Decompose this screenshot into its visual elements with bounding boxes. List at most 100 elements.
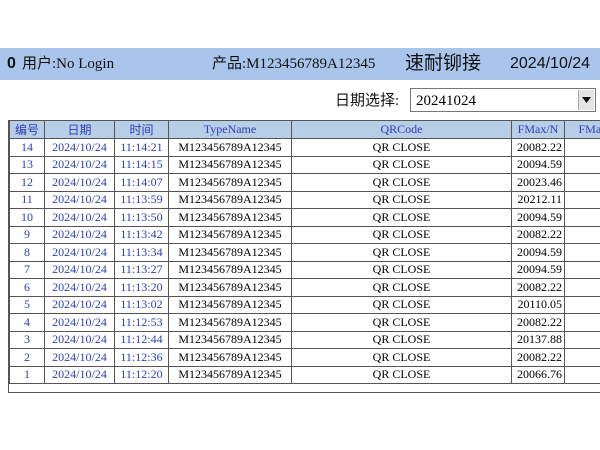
table-cell: 11:13:27 <box>114 260 169 279</box>
column-header: 日期 <box>44 120 115 139</box>
header-bar: 0 用户:No Login 产品:M123456789A12345 速耐铆接 2… <box>0 48 600 80</box>
dropdown-arrow[interactable] <box>578 90 594 110</box>
product: 产品:M123456789A12345 <box>212 56 376 72</box>
table-cell: QR CLOSE <box>291 348 512 367</box>
table-cell: QR CLOSE <box>291 225 512 244</box>
table-cell: 20082.22 <box>511 348 565 367</box>
date-picker-value: 20241024 <box>416 93 476 109</box>
table-cell: 6.98 <box>564 208 600 227</box>
table-cell: M123456789A12345 <box>168 348 292 367</box>
table-cell: 2024/10/24 <box>44 138 115 157</box>
table-cell: 11:12:36 <box>114 348 169 367</box>
table-cell: 11:14:07 <box>114 173 169 192</box>
table-row[interactable]: 13 2024/10/24 11:14:15 M123456789A12345 QR C… <box>9 155 600 174</box>
table-cell: 20094.59 <box>511 208 565 227</box>
table-row[interactable]: 14 2024/10/24 11:14:21 M123456789A12345 QR C… <box>9 138 600 157</box>
column-header: FMax/N <box>511 120 565 139</box>
table-cell: 11:13:42 <box>114 225 169 244</box>
table-cell: M123456789A12345 <box>168 173 292 192</box>
column-header: FMax/ <box>564 120 600 139</box>
table-row[interactable]: 7 2024/10/24 11:13:27 M123456789A12345 QR CL… <box>9 260 600 279</box>
table-cell: 2024/10/24 <box>44 295 115 314</box>
table-cell: QR CLOSE <box>291 138 512 157</box>
column-header: QRCode <box>291 120 512 139</box>
table-cell: 4 <box>9 313 45 332</box>
table-cell: 6.74 <box>564 295 600 314</box>
date-picker-label: 日期选择: <box>335 93 400 109</box>
table-cell: 9 <box>9 225 45 244</box>
table-row[interactable]: 5 2024/10/24 11:13:02 M123456789A12345 QR CL… <box>9 295 600 314</box>
table-cell: 2024/10/24 <box>44 208 115 227</box>
table-cell: 20082.22 <box>511 313 565 332</box>
table-cell: 2 <box>9 348 45 367</box>
table-cell: 6.83 <box>564 138 600 157</box>
date-picker[interactable]: 20241024 <box>410 88 596 112</box>
table-cell: 11:14:21 <box>114 138 169 157</box>
table-cell: M123456789A12345 <box>168 225 292 244</box>
table-cell: 11:12:44 <box>114 330 169 349</box>
table-cell: QR CLOSE <box>291 295 512 314</box>
table-cell: 20094.59 <box>511 155 565 174</box>
table-cell: 20066.76 <box>511 365 565 384</box>
table-cell: 2024/10/24 <box>44 330 115 349</box>
table-cell: 20082.22 <box>511 225 565 244</box>
table-cell: 11 <box>9 190 45 209</box>
table-row[interactable]: 8 2024/10/24 11:13:34 M123456789A12345 QR CL… <box>9 243 600 262</box>
table-cell: M123456789A12345 <box>168 155 292 174</box>
table-cell: 2024/10/24 <box>44 278 115 297</box>
table-cell: 6.60 <box>564 225 600 244</box>
table-row[interactable]: 9 2024/10/24 11:13:42 M123456789A12345 QR CL… <box>9 225 600 244</box>
table-cell: 14 <box>9 138 45 157</box>
column-header: 编号 <box>9 120 45 139</box>
table-cell: 11:13:34 <box>114 243 169 262</box>
table-cell: 20082.22 <box>511 278 565 297</box>
table-cell: M123456789A12345 <box>168 313 292 332</box>
table-cell: 20110.05 <box>511 295 565 314</box>
table-cell: QR CLOSE <box>291 173 512 192</box>
table-cell: 20212.11 <box>511 190 565 209</box>
table-cell: 5 <box>9 295 45 314</box>
table-cell: 11:14:15 <box>114 155 169 174</box>
table-cell: 3 <box>9 330 45 349</box>
table-cell: M123456789A12345 <box>168 260 292 279</box>
table-cell: 2024/10/24 <box>44 225 115 244</box>
table-cell: 20094.59 <box>511 260 565 279</box>
table-cell: 6 <box>9 278 45 297</box>
table-cell: 7 <box>9 260 45 279</box>
table-cell: 20137.88 <box>511 330 565 349</box>
table-cell: 2024/10/24 <box>44 243 115 262</box>
table-cell: 6.77 <box>564 313 600 332</box>
table-cell: QR CLOSE <box>291 243 512 262</box>
table-cell: 1 <box>9 365 45 384</box>
table-cell: 6.7 <box>564 365 600 384</box>
table-row[interactable]: 6 2024/10/24 11:13:20 M123456789A12345 QR CL… <box>9 278 600 297</box>
user: 用户:No Login <box>22 56 115 72</box>
table-cell: 20094.59 <box>511 243 565 262</box>
table-cell: 6.82 <box>564 173 600 192</box>
table-cell: M123456789A12345 <box>168 295 292 314</box>
table-cell: 11:12:53 <box>114 313 169 332</box>
table-cell: 2024/10/24 <box>44 313 115 332</box>
table-cell: M123456789A12345 <box>168 208 292 227</box>
table-cell: 12 <box>9 173 45 192</box>
table-body: 14 2024/10/24 11:14:21 M123456789A12345 QR C… <box>9 138 600 384</box>
table-cell: 11:13:59 <box>114 190 169 209</box>
table-cell: 11:12:20 <box>114 365 169 384</box>
table-row[interactable]: 10 2024/10/24 11:13:50 M123456789A12345 QR C… <box>9 208 600 227</box>
table-row[interactable]: 2 2024/10/24 11:12:36 M123456789A12345 QR CL… <box>9 348 600 367</box>
table-cell: QR CLOSE <box>291 365 512 384</box>
table-cell: 2024/10/24 <box>44 155 115 174</box>
column-header: TypeName <box>168 120 292 139</box>
table-cell: 20023.46 <box>511 173 565 192</box>
table-row[interactable]: 4 2024/10/24 11:12:53 M123456789A12345 QR CL… <box>9 313 600 332</box>
table-row[interactable]: 3 2024/10/24 11:12:44 M123456789A12345 QR CL… <box>9 330 600 349</box>
table-cell: M123456789A12345 <box>168 190 292 209</box>
table-cell: QR CLOSE <box>291 330 512 349</box>
table-row[interactable]: 12 2024/10/24 11:14:07 M123456789A12345 QR C… <box>9 173 600 192</box>
table-cell: 2024/10/24 <box>44 365 115 384</box>
table-cell: QR CLOSE <box>291 208 512 227</box>
table-row[interactable]: 1 2024/10/24 11:12:20 M123456789A12345 QR CL… <box>9 365 600 384</box>
table-row[interactable]: 11 2024/10/24 11:13:59 M123456789A12345 QR C… <box>9 190 600 209</box>
table-cell: 6.62 <box>564 190 600 209</box>
